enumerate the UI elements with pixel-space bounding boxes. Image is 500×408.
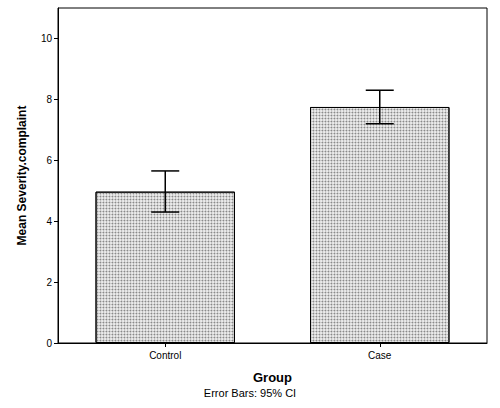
svg-text:8: 8 bbox=[46, 94, 52, 105]
svg-text:4: 4 bbox=[46, 216, 52, 227]
svg-text:6: 6 bbox=[46, 155, 52, 166]
svg-text:0: 0 bbox=[46, 338, 52, 349]
svg-text:Mean Severity.complaint: Mean Severity.complaint bbox=[15, 106, 29, 246]
svg-text:Group: Group bbox=[253, 370, 292, 385]
svg-text:Case: Case bbox=[368, 350, 392, 361]
svg-text:10: 10 bbox=[41, 33, 53, 44]
svg-text:Error Bars: 95% CI: Error Bars: 95% CI bbox=[204, 387, 296, 399]
svg-text:2: 2 bbox=[46, 277, 52, 288]
svg-text:Control: Control bbox=[149, 350, 181, 361]
